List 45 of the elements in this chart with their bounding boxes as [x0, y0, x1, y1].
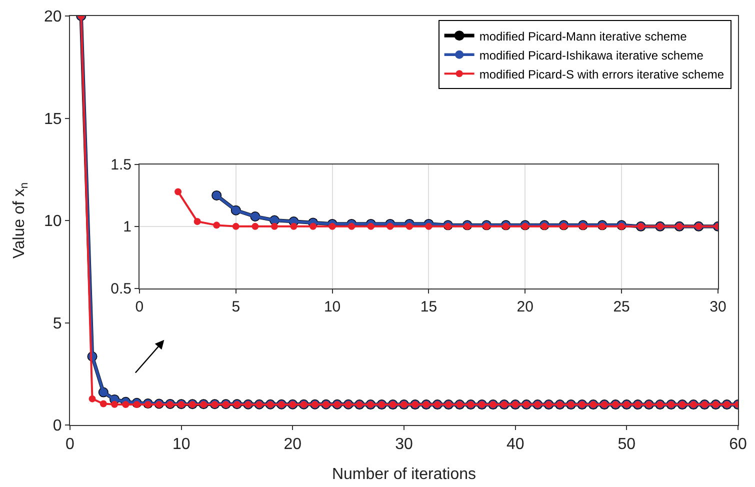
x-tick-label: 10: [172, 436, 190, 454]
x-tick-label: 25: [613, 298, 630, 316]
x-tick-label: 0: [66, 436, 75, 454]
x-tick-label: 10: [324, 298, 341, 316]
x-tick-label: 20: [516, 298, 534, 316]
point: [232, 222, 240, 230]
point: [174, 188, 182, 196]
x-tick-label: 15: [420, 298, 438, 316]
y-tick-label: 1.5: [110, 156, 132, 174]
y-tick-label: 0: [52, 418, 62, 435]
point: [406, 222, 413, 230]
point: [194, 218, 201, 225]
legend-label: modified Picard-Mann iterative scheme: [479, 29, 688, 44]
point: [310, 222, 317, 230]
point: [425, 222, 432, 230]
y-tick-label: 10: [44, 213, 62, 230]
x-tick-label: 60: [729, 436, 747, 454]
y-tick-label: 5: [52, 315, 62, 332]
y-tick-label: 20: [44, 8, 62, 26]
point: [100, 400, 107, 408]
legend-label: modified Picard-Ishikawa iterative scheme: [479, 48, 704, 62]
x-tick-label: 40: [506, 436, 524, 454]
point: [270, 222, 278, 230]
x-tick-label: 20: [284, 436, 302, 454]
point: [133, 401, 140, 408]
y-tick-label: 0.5: [110, 280, 132, 298]
x-tick-label: 30: [710, 298, 726, 316]
y-tick-label: 1: [123, 218, 132, 236]
x-tick-label: 5: [232, 298, 240, 316]
point: [328, 222, 336, 230]
point: [111, 400, 118, 408]
point: [88, 395, 96, 402]
point: [290, 222, 298, 230]
legend-label: modified Picard-S with errors iterative scheme: [479, 67, 724, 82]
point: [122, 401, 130, 408]
y-tick-label: 15: [44, 110, 62, 128]
x-tick-label: 50: [618, 436, 636, 454]
point: [213, 222, 220, 229]
point: [367, 222, 374, 230]
point: [348, 222, 356, 230]
x-tick-label: 30: [395, 436, 413, 454]
point: [252, 222, 259, 230]
x-axis-title: Number of iterations: [332, 466, 476, 483]
point: [386, 222, 394, 230]
x-tick-label: 0: [135, 298, 144, 316]
